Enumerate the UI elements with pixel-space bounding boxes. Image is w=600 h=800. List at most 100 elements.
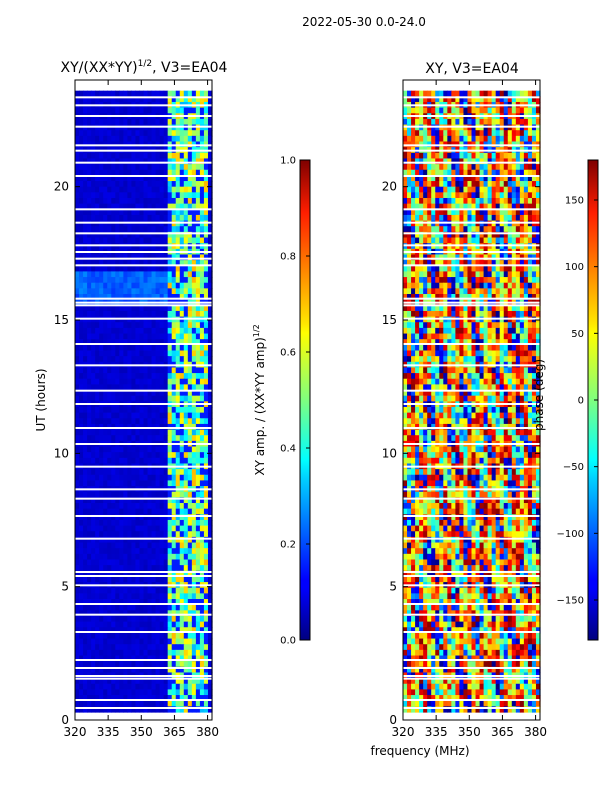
heatmap-cell [195, 559, 201, 566]
heatmap-cell [119, 344, 124, 352]
heatmap-cell [115, 107, 120, 114]
heatmap-cell [95, 638, 100, 645]
heatmap-cell [79, 649, 84, 657]
heatmap-cell [155, 418, 161, 425]
heatmap-cell [123, 271, 128, 278]
heatmap-cell [123, 158, 128, 165]
heatmap-cell [91, 418, 96, 425]
heatmap-cell [431, 96, 436, 103]
heatmap-cell [83, 666, 88, 674]
heatmap-cell [483, 265, 489, 273]
panel1-heatmap [75, 90, 213, 713]
heatmap-cell [195, 96, 201, 103]
heatmap-cell [75, 418, 80, 425]
heatmap-cell [411, 130, 416, 137]
heatmap-cell [207, 118, 213, 126]
heatmap-cell [183, 508, 189, 515]
heatmap-cell [123, 610, 128, 617]
heatmap-cell [195, 412, 201, 419]
heatmap-cell [143, 474, 149, 482]
heatmap-cell [167, 237, 173, 244]
heatmap-cell [183, 378, 189, 385]
heatmap-cell [199, 197, 205, 205]
heatmap-cell [87, 327, 92, 335]
heatmap-cell [483, 220, 489, 227]
heatmap-cell [207, 683, 213, 691]
heatmap-cell [407, 107, 412, 114]
heatmap-cell [467, 130, 473, 137]
heatmap-cell [147, 186, 153, 193]
heatmap-cell [195, 344, 201, 352]
heatmap-cell [483, 237, 489, 244]
heatmap-cell [139, 378, 145, 385]
heatmap-cell [467, 96, 473, 103]
heatmap-cell [139, 96, 145, 103]
heatmap-cell [455, 90, 461, 97]
heatmap-cell [467, 254, 473, 261]
heatmap-cell [79, 378, 84, 385]
heatmap-cell [167, 621, 173, 628]
heatmap-cell [103, 356, 108, 363]
heatmap-cell [199, 559, 205, 566]
heatmap-cell [143, 706, 149, 713]
heatmap-cell [75, 203, 80, 210]
heatmap-cell [467, 118, 473, 126]
heatmap-cell [419, 164, 424, 171]
heatmap-cell [427, 130, 432, 137]
heatmap-cell [479, 164, 485, 171]
heatmap-cell [423, 164, 428, 171]
heatmap-cell [99, 265, 104, 273]
heatmap-cell [187, 446, 193, 453]
heatmap-cell [483, 181, 489, 188]
heatmap-cell [507, 237, 513, 244]
heatmap-cell [163, 519, 169, 527]
heatmap-cell [207, 254, 213, 261]
heatmap-cell [79, 497, 84, 504]
heatmap-cell [199, 412, 205, 419]
heatmap-cell [191, 152, 197, 160]
heatmap-cell [123, 395, 128, 402]
heatmap-cell [203, 553, 209, 561]
heatmap-cell [79, 237, 84, 244]
heatmap-cell [115, 604, 120, 611]
heatmap-cell [159, 327, 165, 335]
heatmap-cell [75, 474, 80, 482]
heatmap-cell [175, 378, 181, 385]
heatmap-cell [499, 197, 505, 205]
heatmap-cell [191, 344, 197, 352]
heatmap-cell [95, 503, 100, 510]
heatmap-cell [451, 90, 456, 97]
heatmap-cell [111, 570, 116, 578]
heatmap-cell [107, 553, 112, 561]
heatmap-cell [179, 565, 185, 572]
heatmap-cell [519, 209, 525, 216]
heatmap-cell [95, 683, 100, 691]
heatmap-cell [99, 220, 104, 227]
heatmap-cell [135, 192, 141, 199]
heatmap-cell [79, 169, 84, 176]
heatmap-cell [87, 593, 92, 600]
heatmap-cell [111, 508, 116, 515]
heatmap-cell [107, 373, 112, 380]
heatmap-cell [199, 124, 205, 131]
heatmap-cell [167, 565, 173, 572]
heatmap-cell [183, 344, 189, 352]
heatmap-cell [75, 344, 80, 352]
heatmap-cell [87, 661, 92, 668]
heatmap-cell [523, 226, 529, 233]
heatmap-cell [75, 220, 80, 227]
heatmap-cell [203, 678, 209, 685]
heatmap-cell [75, 491, 80, 498]
heatmap-cell [187, 491, 193, 498]
heatmap-cell [151, 695, 157, 702]
heatmap-cell [499, 96, 505, 103]
heatmap-cell [467, 135, 473, 143]
heatmap-cell [99, 632, 104, 640]
heatmap-cell [155, 683, 161, 691]
heatmap-cell [119, 169, 124, 176]
heatmap-cell [419, 231, 424, 239]
heatmap-cell [115, 531, 120, 538]
heatmap-cell [511, 130, 517, 137]
heatmap-cell [191, 435, 197, 442]
heatmap-cell [195, 536, 201, 544]
